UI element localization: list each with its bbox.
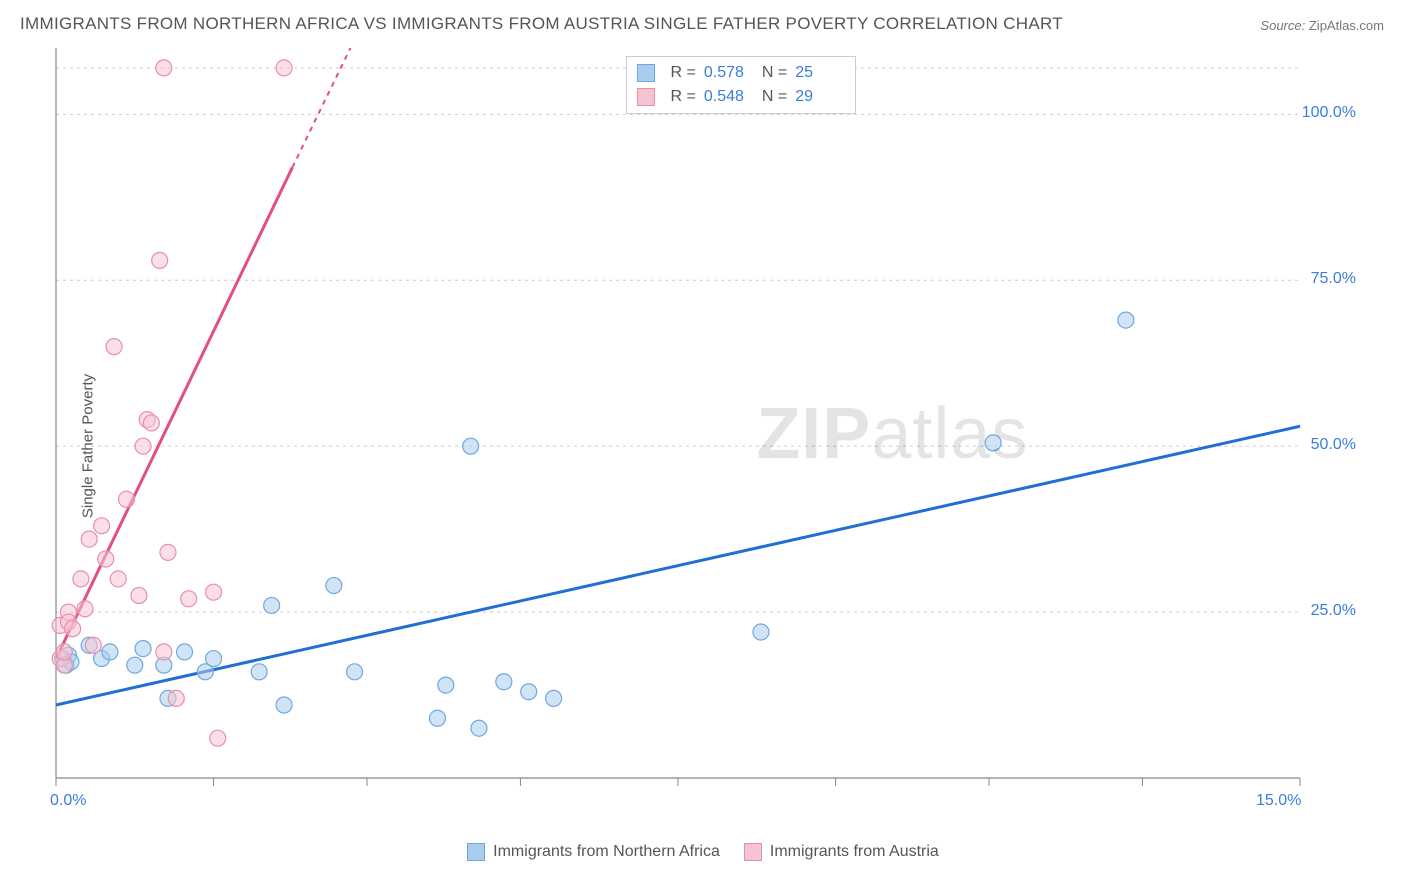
- data-point: [438, 677, 454, 693]
- correlation-legend: R = 0.578 N = 25 R = 0.548 N = 29: [626, 56, 857, 114]
- data-point: [347, 664, 363, 680]
- data-point: [168, 690, 184, 706]
- y-tick-label: 100.0%: [1302, 104, 1356, 122]
- legend-label: Immigrants from Austria: [770, 843, 939, 861]
- r-label: R =: [671, 85, 696, 109]
- data-point: [98, 551, 114, 567]
- r-value: 0.548: [704, 85, 754, 109]
- legend-row: R = 0.548 N = 29: [637, 85, 846, 109]
- n-label: N =: [762, 85, 787, 109]
- data-point: [177, 644, 193, 660]
- data-point: [77, 601, 93, 617]
- legend-item: Immigrants from Austria: [744, 843, 939, 861]
- data-point: [206, 651, 222, 667]
- data-point: [131, 588, 147, 604]
- plot-svg: [50, 48, 1358, 818]
- data-point: [156, 60, 172, 76]
- data-point: [102, 644, 118, 660]
- data-point: [143, 415, 159, 431]
- data-point: [135, 438, 151, 454]
- source-attribution: Source: ZipAtlas.com: [1260, 18, 1384, 33]
- chart-title: IMMIGRANTS FROM NORTHERN AFRICA VS IMMIG…: [20, 14, 1063, 34]
- data-point: [56, 644, 72, 660]
- data-point: [251, 664, 267, 680]
- data-point: [73, 571, 89, 587]
- trend-line: [56, 426, 1300, 705]
- x-tick-label: 15.0%: [1256, 792, 1301, 810]
- data-point: [264, 597, 280, 613]
- y-tick-label: 50.0%: [1311, 436, 1356, 454]
- y-tick-label: 25.0%: [1311, 602, 1356, 620]
- legend-swatch: [637, 64, 655, 82]
- data-point: [135, 641, 151, 657]
- n-value: 25: [795, 61, 845, 85]
- x-tick-label: 0.0%: [50, 792, 86, 810]
- data-point: [85, 637, 101, 653]
- r-label: R =: [671, 61, 696, 85]
- legend-row: R = 0.578 N = 25: [637, 61, 846, 85]
- scatter-plot: ZIPatlas R =0.578N =25R =0.548N =29 25.0…: [50, 48, 1358, 818]
- data-point: [206, 584, 222, 600]
- data-point: [521, 684, 537, 700]
- data-point: [106, 339, 122, 355]
- data-point: [181, 591, 197, 607]
- source-label: Source:: [1260, 18, 1305, 33]
- data-point: [152, 252, 168, 268]
- data-point: [156, 644, 172, 660]
- data-point: [118, 491, 134, 507]
- y-tick-label: 75.0%: [1311, 270, 1356, 288]
- source-value: ZipAtlas.com: [1309, 18, 1384, 33]
- data-point: [496, 674, 512, 690]
- data-point: [110, 571, 126, 587]
- data-point: [65, 621, 81, 637]
- data-point: [160, 544, 176, 560]
- data-point: [1118, 312, 1134, 328]
- data-point: [429, 710, 445, 726]
- legend-swatch: [744, 843, 762, 861]
- trend-line-extrapolated: [292, 48, 350, 167]
- data-point: [326, 578, 342, 594]
- legend-swatch: [467, 843, 485, 861]
- series-legend: Immigrants from Northern Africa Immigrant…: [0, 843, 1406, 866]
- data-point: [463, 438, 479, 454]
- legend-label: Immigrants from Northern Africa: [493, 843, 720, 861]
- data-point: [753, 624, 769, 640]
- legend-item: Immigrants from Northern Africa: [467, 843, 720, 861]
- data-point: [127, 657, 143, 673]
- data-point: [471, 720, 487, 736]
- legend-swatch: [637, 88, 655, 106]
- data-point: [546, 690, 562, 706]
- data-point: [276, 60, 292, 76]
- data-point: [94, 518, 110, 534]
- n-value: 29: [795, 85, 845, 109]
- r-value: 0.578: [704, 61, 754, 85]
- n-label: N =: [762, 61, 787, 85]
- data-point: [276, 697, 292, 713]
- data-point: [985, 435, 1001, 451]
- data-point: [81, 531, 97, 547]
- data-point: [210, 730, 226, 746]
- trend-line: [56, 167, 292, 658]
